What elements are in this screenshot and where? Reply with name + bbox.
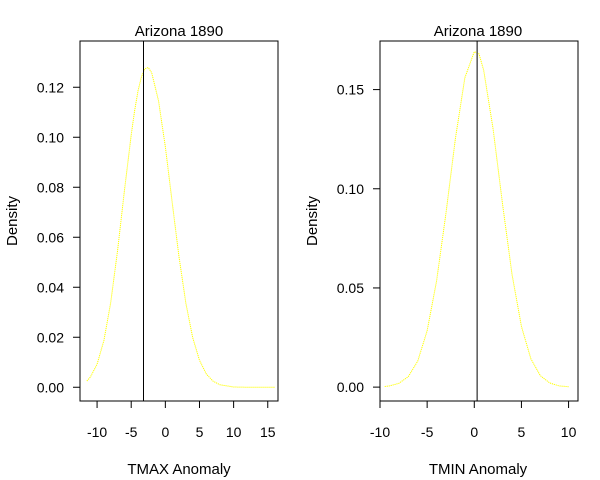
y-tick-label: 0.04 [37, 279, 64, 295]
x-tick-label: 10 [226, 424, 242, 440]
tmin-density-panel: Arizona 1890 TMIN Anomaly Density -10 -5 0… [304, 23, 579, 478]
y-tick-label: 0.10 [337, 181, 364, 197]
y-tick-label: 0.08 [37, 179, 64, 195]
x-tick-label: 0 [161, 424, 169, 440]
x-tick-label: -5 [125, 424, 138, 440]
panel-title: Arizona 1890 [434, 23, 522, 40]
x-tick-label: -5 [421, 424, 434, 440]
plot-frame [79, 40, 279, 402]
x-tick-label: 0 [470, 424, 478, 440]
tmax-density-panel: Arizona 1890 TMAX Anomaly Density -10 -5 0… [4, 23, 279, 478]
y-tick-label: 0.10 [37, 129, 64, 145]
y-tick-label: 0.02 [37, 329, 64, 345]
y-axis-label: Density [4, 195, 21, 246]
x-axis-label: TMAX Anomaly [127, 461, 231, 478]
plot-frame [379, 40, 579, 402]
y-axis-label: Density [304, 195, 321, 246]
y-tick-label: 0.15 [337, 82, 364, 98]
y-tick-label: 0.00 [337, 379, 364, 395]
x-axis-label: TMIN Anomaly [429, 461, 528, 478]
y-tick-label: 0.06 [37, 229, 64, 245]
y-tick-label: 0.05 [337, 280, 364, 296]
y-tick-label: 0.00 [37, 379, 64, 395]
x-tick-label: -10 [87, 424, 107, 440]
x-tick-label: 5 [518, 424, 526, 440]
x-tick-label: 10 [561, 424, 577, 440]
panel-title: Arizona 1890 [135, 23, 223, 40]
x-tick-label: 15 [260, 424, 276, 440]
density-curve [86, 66, 275, 388]
y-tick-label: 0.12 [37, 79, 64, 95]
x-tick-label: -10 [370, 424, 390, 440]
x-tick-label: 5 [196, 424, 204, 440]
